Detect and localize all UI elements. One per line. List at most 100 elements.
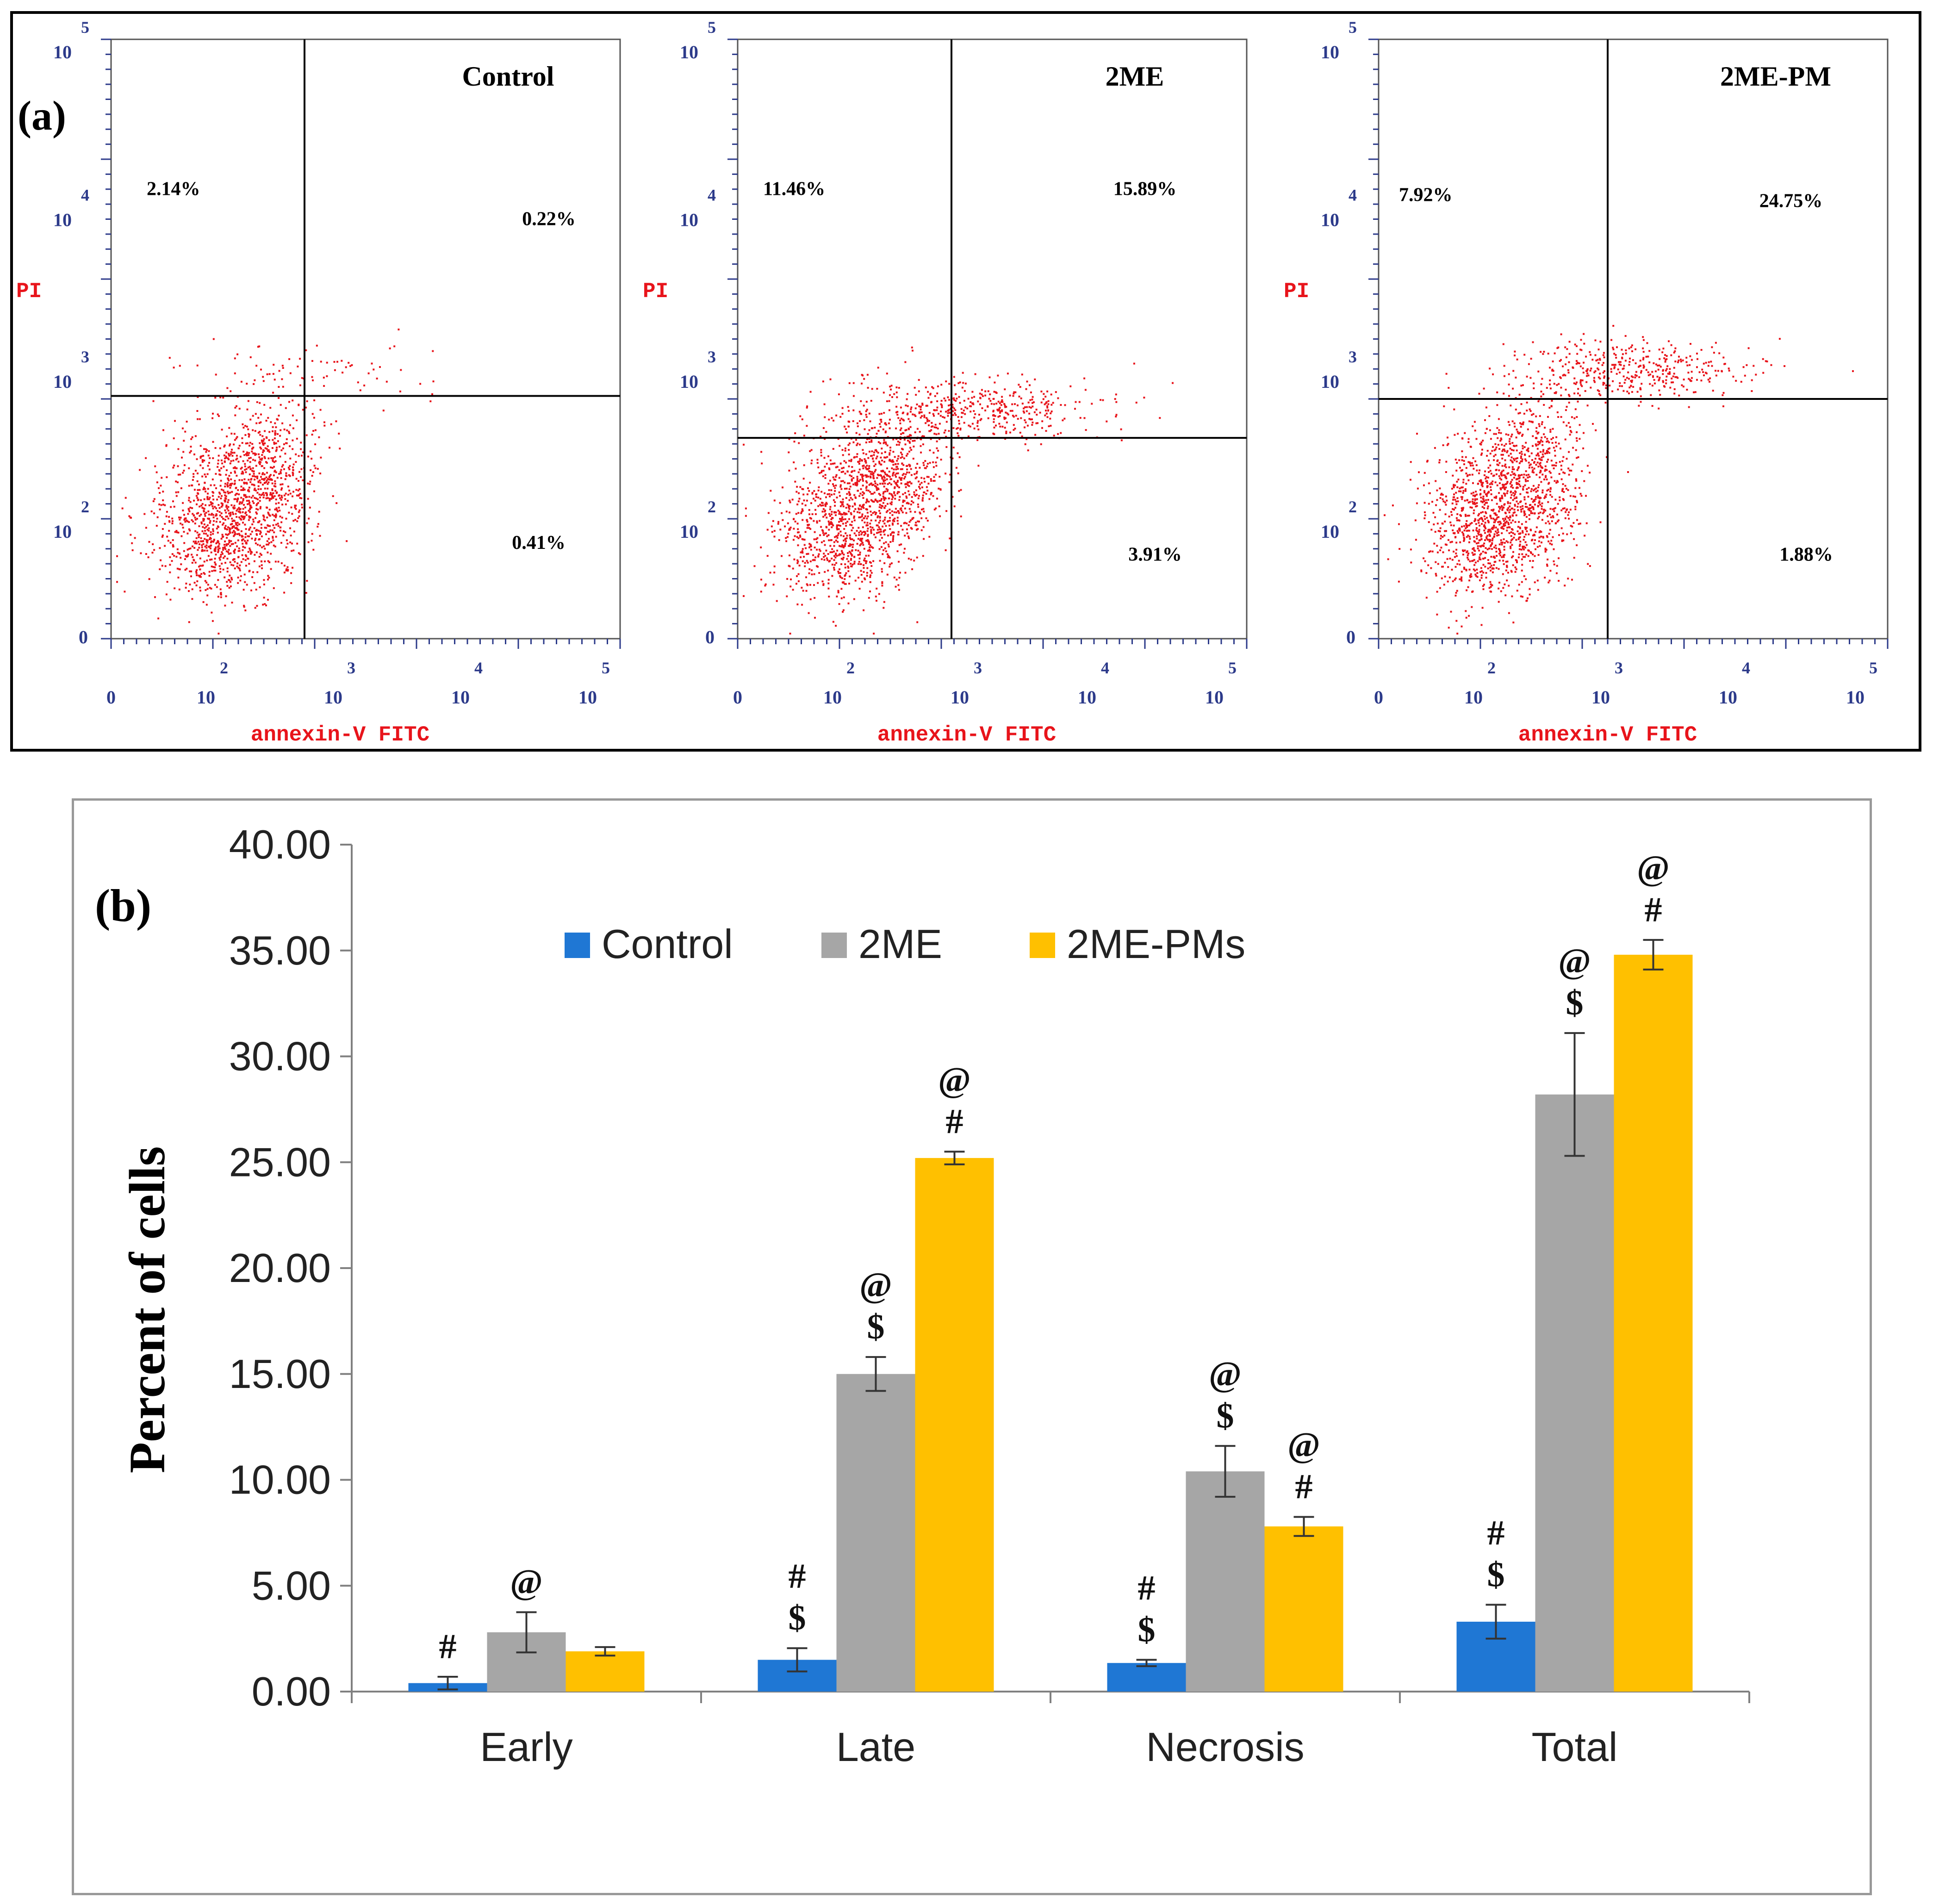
legend-swatch <box>821 933 847 958</box>
significance-marker: @ <box>1287 1426 1320 1465</box>
y-tick-exponent: 4 <box>1349 186 1357 205</box>
flow-dots <box>743 346 1174 635</box>
x-tick-base: 10 <box>1846 687 1865 708</box>
y-tick-exponent: 4 <box>81 186 89 205</box>
panel-b-label: (b) <box>95 880 151 931</box>
bar-2me-pms-total <box>1614 954 1693 1692</box>
quadrant-lower-right-value: 0.41% <box>512 532 566 554</box>
y-tick-label: 10.00 <box>229 1457 331 1503</box>
y-tick-exponent: 2 <box>708 498 716 516</box>
significance-marker: @ <box>1558 942 1591 981</box>
y-tick-label: 5.00 <box>252 1562 331 1608</box>
x-tick-label: 0 <box>733 687 742 708</box>
y-axis-label: Percent of cells <box>119 1146 175 1474</box>
x-tick-exponent: 3 <box>974 659 982 677</box>
quadrant-upper-left-value: 11.46% <box>763 179 825 200</box>
y-tick-base: 10 <box>53 210 72 230</box>
legend-label: 2ME-PMs <box>1067 921 1245 967</box>
y-tick-exponent: 3 <box>708 348 716 366</box>
x-tick-exponent: 4 <box>1742 659 1750 677</box>
bar-2me-pms-early <box>566 1651 645 1692</box>
x-tick-exponent: 5 <box>602 659 610 677</box>
y-tick-exponent: 3 <box>1349 348 1357 366</box>
y-tick-exponent: 5 <box>81 18 89 37</box>
x-tick-exponent: 3 <box>347 659 355 677</box>
significance-marker: @ <box>859 1266 892 1305</box>
x-tick-exponent: 2 <box>846 659 855 677</box>
x-tick-base: 10 <box>197 687 215 708</box>
y-tick-base: 10 <box>680 371 698 392</box>
x-tick-exponent: 4 <box>474 659 483 677</box>
x-tick-base: 10 <box>578 687 597 708</box>
x-axis-label: annexin-V FITC <box>877 723 1056 747</box>
y-tick-label: 20.00 <box>229 1245 331 1291</box>
plot-title: 2ME-PM <box>1720 61 1831 92</box>
x-axis-label: annexin-V FITC <box>251 723 429 747</box>
bar-2me-pms-necrosis <box>1264 1526 1343 1692</box>
significance-marker: # <box>1138 1568 1156 1607</box>
panel-b-bar-chart: (b) 0.00 5.00 10.00 15.00 20.00 25.00 30.00 35.0… <box>72 798 1872 1895</box>
quadrant-lower-right-value: 3.91% <box>1128 544 1182 566</box>
significance-marker: # <box>789 1557 806 1596</box>
x-tick-base: 10 <box>1464 687 1483 708</box>
y-tick-label: 0 <box>79 627 88 647</box>
y-tick-exponent: 5 <box>708 18 716 37</box>
x-tick-label-late: Late <box>836 1724 915 1770</box>
x-tick-exponent: 4 <box>1101 659 1109 677</box>
x-tick-base: 10 <box>823 687 842 708</box>
significance-marker: # <box>439 1627 457 1666</box>
y-tick-base: 10 <box>1321 210 1339 230</box>
x-tick-base: 10 <box>951 687 969 708</box>
quadrant-upper-left-value: 7.92% <box>1399 185 1453 206</box>
y-tick-exponent: 4 <box>708 186 716 205</box>
significance-marker: $ <box>1487 1555 1505 1594</box>
x-tick-exponent: 5 <box>1869 659 1877 677</box>
panel-a-flow-cytometry: (a) 0 0 2 10 2 10 3 10 3 10 4 10 4 10 5 10 5 10 annexin-V F… <box>10 11 1921 752</box>
y-tick-exponent: 5 <box>1349 18 1357 37</box>
y-tick-base: 10 <box>680 521 698 542</box>
quadrant-upper-right-value: 24.75% <box>1759 191 1823 212</box>
bar-chart: (b) 0.00 5.00 10.00 15.00 20.00 25.00 30.00 35.0… <box>95 821 1750 1770</box>
significance-marker: @ <box>510 1562 543 1601</box>
x-tick-exponent: 2 <box>220 659 228 677</box>
y-tick-base: 10 <box>680 42 698 62</box>
y-axis-label: PI <box>16 280 42 304</box>
legend-swatch <box>1030 933 1055 958</box>
x-tick-exponent: 3 <box>1615 659 1623 677</box>
x-tick-label-necrosis: Necrosis <box>1146 1724 1304 1770</box>
y-tick-label: 30.00 <box>229 1033 331 1079</box>
bar-2me-necrosis <box>1186 1471 1265 1692</box>
significance-marker: $ <box>1566 983 1584 1022</box>
y-axis-label: PI <box>1284 280 1309 304</box>
y-tick-label: 25.00 <box>229 1139 331 1185</box>
significance-marker: # <box>1487 1513 1505 1552</box>
x-tick-base: 10 <box>1078 687 1096 708</box>
x-tick-label-total: Total <box>1532 1724 1618 1770</box>
plot-title: 2ME <box>1106 61 1164 92</box>
significance-marker: $ <box>1138 1610 1156 1649</box>
y-tick-label: 0.00 <box>252 1668 331 1714</box>
y-tick-base: 10 <box>53 521 72 542</box>
bar-control-necrosis <box>1107 1663 1186 1692</box>
y-tick-label: 0 <box>1346 627 1355 647</box>
y-tick-label: 15.00 <box>229 1351 331 1397</box>
y-tick-base: 10 <box>1321 42 1339 62</box>
significance-marker: $ <box>1217 1396 1234 1435</box>
legend-swatch <box>565 933 590 958</box>
flow-dots <box>116 328 435 635</box>
y-tick-label: 40.00 <box>229 821 331 867</box>
y-axis-label: PI <box>643 280 668 304</box>
legend-label: 2ME <box>858 921 942 967</box>
x-tick-exponent: 2 <box>1487 659 1496 677</box>
x-tick-base: 10 <box>1205 687 1224 708</box>
quadrant-upper-right-value: 15.89% <box>1113 179 1177 200</box>
y-tick-label: 35.00 <box>229 927 331 973</box>
significance-marker: # <box>1645 890 1662 929</box>
y-tick-label: 0 <box>705 627 715 647</box>
legend-label: Control <box>602 921 733 967</box>
x-tick-label: 0 <box>1374 687 1383 708</box>
significance-marker: @ <box>1209 1355 1242 1394</box>
y-tick-base: 10 <box>1321 521 1339 542</box>
